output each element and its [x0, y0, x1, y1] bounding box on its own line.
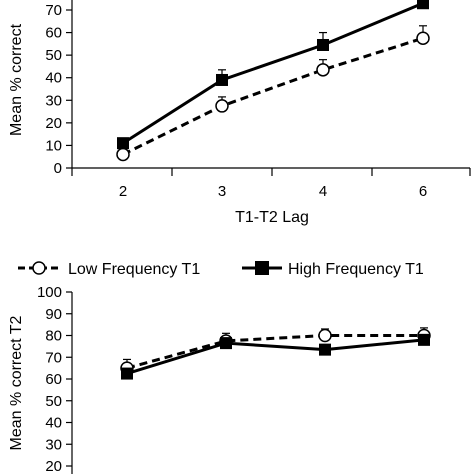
top-y-axis-title: Mean % correct [8, 23, 25, 136]
top-point-high-frequency [417, 0, 429, 10]
top-series-line-high-frequency [122, 1, 424, 145]
top-y-tick-label: 20 [45, 115, 62, 132]
legend: Low Frequency T1 High Frequency T1 [18, 261, 424, 278]
top-point-high-frequency [317, 38, 329, 51]
top-x-tick-label: 2 [119, 183, 127, 200]
top-y-tick-label: 10 [45, 137, 62, 154]
bottom-y-axis-title: Mean % correct T2 [8, 315, 25, 450]
bottom-y-tick-label: 90 [45, 306, 62, 323]
legend-label-low-frequency: Low Frequency T1 [68, 261, 200, 278]
top-point-high-frequency [216, 73, 228, 86]
top-y-tick-label: 60 [45, 25, 62, 42]
bottom-y-tick-label: 70 [45, 349, 62, 366]
top-series-line-low-frequency [122, 36, 424, 156]
bottom-y-tick-label: 50 [45, 393, 62, 410]
top-x-tick-label: 6 [419, 183, 427, 200]
top-x-axis-title: T1-T2 Lag [235, 209, 309, 226]
top-y-tick-label: 0 [54, 160, 62, 177]
bottom-chart-panel: 20 30 40 50 60 70 80 90 100 Mean % correct T2 [8, 284, 431, 474]
top-y-tick-label: 40 [45, 70, 62, 87]
legend-marker-high-frequency [255, 261, 269, 275]
top-point-low-frequency [416, 31, 430, 45]
bottom-y-tick-label: 20 [45, 458, 62, 474]
bottom-y-tick-label: 100 [37, 284, 62, 301]
legend-label-high-frequency: High Frequency T1 [288, 261, 424, 278]
bottom-y-tick-label: 30 [45, 436, 62, 453]
bottom-y-tick-label: 40 [45, 415, 62, 432]
top-x-tick-label: 4 [319, 183, 327, 200]
bottom-point-high-frequency [319, 343, 331, 356]
top-point-low-frequency [116, 147, 130, 162]
bottom-y-tick-label: 80 [45, 328, 62, 345]
top-point-high-frequency [117, 137, 129, 150]
bottom-series-line-low-frequency [126, 334, 424, 370]
bottom-point-high-frequency [121, 367, 133, 380]
top-y-tick-label: 30 [45, 92, 62, 109]
bottom-series-line-high-frequency [126, 338, 425, 375]
bottom-point-high-frequency [418, 333, 430, 346]
bottom-point-high-frequency [220, 337, 232, 350]
bottom-point-low-frequency [318, 328, 332, 343]
bottom-y-tick-label: 60 [45, 371, 62, 388]
top-point-low-frequency [316, 63, 330, 77]
top-y-tick-label: 50 [45, 47, 62, 64]
top-y-tick-label: 70 [45, 2, 62, 19]
legend-marker-low-frequency [32, 261, 46, 275]
top-chart-panel: 0 10 20 30 40 50 60 70 Mean % correct 2 3 4 6 T1-T2 L… [8, 0, 471, 226]
top-x-tick-label: 3 [218, 183, 226, 200]
top-point-low-frequency [215, 99, 229, 113]
